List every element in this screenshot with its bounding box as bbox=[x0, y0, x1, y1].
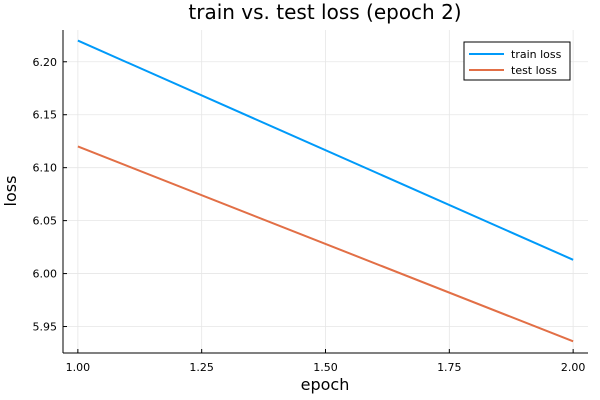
series-line-test-loss bbox=[77, 145, 574, 343]
y-tick-label: 6.10 bbox=[33, 162, 58, 175]
x-tick-label: 1.75 bbox=[437, 361, 462, 374]
y-tick-label: 6.15 bbox=[33, 109, 58, 122]
legend-label-test-loss: test loss bbox=[511, 64, 557, 77]
y-tick-label: 6.05 bbox=[33, 215, 58, 228]
grid-lines bbox=[63, 30, 588, 353]
legend: train loss test loss bbox=[463, 41, 571, 81]
y-tick-label: 6.20 bbox=[33, 56, 58, 69]
y-axis-ticks: 5.95 6.00 6.05 6.10 6.15 6.20 bbox=[33, 56, 67, 334]
x-tick-label: 1.00 bbox=[66, 361, 91, 374]
x-tick-label: 1.25 bbox=[189, 361, 214, 374]
legend-box bbox=[463, 41, 571, 81]
x-tick-label: 2.00 bbox=[561, 361, 586, 374]
x-axis-title: epoch bbox=[301, 375, 350, 394]
y-tick-label: 6.00 bbox=[33, 268, 58, 281]
x-axis-ticks: 1.00 1.25 1.50 1.75 2.00 bbox=[66, 349, 586, 374]
legend-label-train-loss: train loss bbox=[511, 48, 562, 61]
x-tick-label: 1.50 bbox=[313, 361, 338, 374]
y-tick-label: 5.95 bbox=[33, 321, 58, 334]
chart-title: train vs. test loss (epoch 2) bbox=[188, 0, 461, 24]
y-axis-title: loss bbox=[1, 176, 20, 207]
series-line-train-loss bbox=[77, 39, 574, 261]
series-lines bbox=[77, 39, 574, 343]
